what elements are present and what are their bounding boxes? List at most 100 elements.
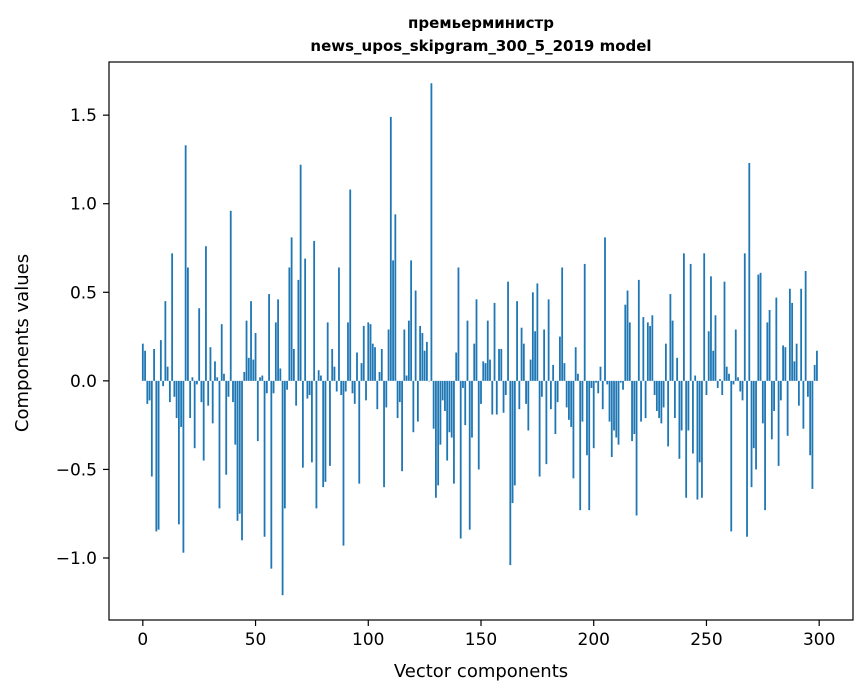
bar-197 — [586, 380, 588, 456]
bar-251 — [707, 331, 710, 381]
bar-217 — [631, 380, 633, 442]
bar-247 — [698, 380, 701, 463]
bar-62 — [281, 380, 284, 596]
bar-169 — [522, 343, 525, 381]
bar-148 — [475, 299, 478, 381]
bar-158 — [498, 348, 500, 381]
bar-271 — [752, 380, 755, 449]
bar-192 — [574, 347, 577, 381]
bar-58 — [272, 380, 275, 394]
bar-200 — [592, 380, 595, 449]
bar-51 — [256, 380, 259, 442]
bar-112 — [394, 214, 397, 381]
bar-64 — [286, 380, 289, 390]
bar-119 — [410, 260, 413, 381]
bar-47 — [247, 357, 250, 381]
x-tick-label-0: 0 — [137, 630, 148, 650]
bar-214 — [624, 304, 627, 381]
bar-12 — [168, 380, 171, 403]
bar-239 — [680, 380, 683, 431]
bar-229 — [658, 380, 661, 419]
bar-123 — [419, 325, 422, 381]
bar-104 — [376, 380, 379, 410]
bar-160 — [502, 380, 505, 413]
bar-6 — [155, 380, 158, 532]
bar-213 — [622, 380, 624, 390]
bar-216 — [628, 322, 631, 381]
bar-167 — [518, 380, 521, 410]
bar-254 — [714, 315, 717, 381]
bar-99 — [365, 380, 367, 401]
bar-163 — [509, 380, 512, 566]
bar-54 — [263, 380, 266, 537]
bar-92 — [349, 189, 352, 381]
bar-52 — [259, 377, 261, 381]
bar-159 — [500, 348, 503, 381]
bar-193 — [577, 373, 579, 381]
bar-41 — [234, 380, 237, 445]
bar-56 — [268, 294, 270, 381]
bar-286 — [786, 380, 789, 436]
bar-17 — [180, 380, 183, 427]
bar-188 — [565, 380, 568, 408]
bar-38 — [227, 380, 230, 397]
bar-143 — [464, 380, 467, 426]
bar-211 — [617, 380, 620, 445]
bar-55 — [265, 380, 268, 394]
bar-20 — [187, 267, 189, 381]
bar-266 — [741, 380, 744, 401]
x-tick-label-50: 50 — [245, 630, 267, 650]
bar-114 — [398, 380, 401, 403]
bar-29 — [207, 380, 210, 406]
bar-190 — [570, 380, 573, 427]
bar-294 — [804, 271, 807, 381]
bar-202 — [597, 380, 600, 394]
bar-288 — [791, 302, 794, 381]
bar-153 — [486, 320, 489, 381]
bar-155 — [491, 380, 494, 415]
bar-264 — [737, 377, 739, 381]
bar-226 — [651, 315, 654, 381]
bar-218 — [633, 380, 636, 434]
bar-111 — [392, 260, 394, 381]
bar-195 — [581, 380, 584, 422]
bar-282 — [777, 380, 780, 466]
bar-76 — [313, 240, 316, 381]
bar-166 — [516, 301, 518, 381]
bar-138 — [453, 380, 455, 484]
bar-178 — [543, 329, 546, 381]
bar-145 — [468, 380, 471, 530]
bar-66 — [290, 237, 293, 381]
bar-67 — [292, 348, 295, 381]
bar-269 — [748, 162, 751, 381]
bar-109 — [387, 329, 390, 381]
bar-290 — [795, 343, 798, 381]
bar-24 — [196, 380, 198, 385]
bar-225 — [649, 325, 651, 381]
bar-261 — [730, 380, 733, 532]
bar-262 — [732, 380, 735, 385]
bar-147 — [473, 343, 476, 381]
bar-263 — [734, 329, 737, 381]
bar-185 — [559, 336, 561, 381]
bar-60 — [277, 299, 279, 381]
bar-180 — [547, 299, 550, 381]
bar-83 — [329, 380, 331, 466]
bar-281 — [775, 297, 778, 381]
bar-245 — [694, 375, 697, 381]
y-axis-label: Components values — [12, 254, 33, 432]
bar-275 — [761, 380, 764, 424]
y-tick-label-4: 1.0 — [70, 195, 97, 215]
bar-110 — [389, 116, 392, 381]
bar-81 — [324, 380, 327, 482]
y-tick-label-0: −1.0 — [56, 549, 97, 569]
bar-172 — [529, 359, 532, 381]
bar-231 — [662, 380, 665, 408]
bar-126 — [425, 341, 428, 381]
bar-117 — [405, 375, 408, 381]
bar-283 — [779, 380, 782, 401]
bar-170 — [525, 380, 527, 404]
bar-219 — [635, 380, 638, 516]
bar-35 — [220, 324, 223, 381]
